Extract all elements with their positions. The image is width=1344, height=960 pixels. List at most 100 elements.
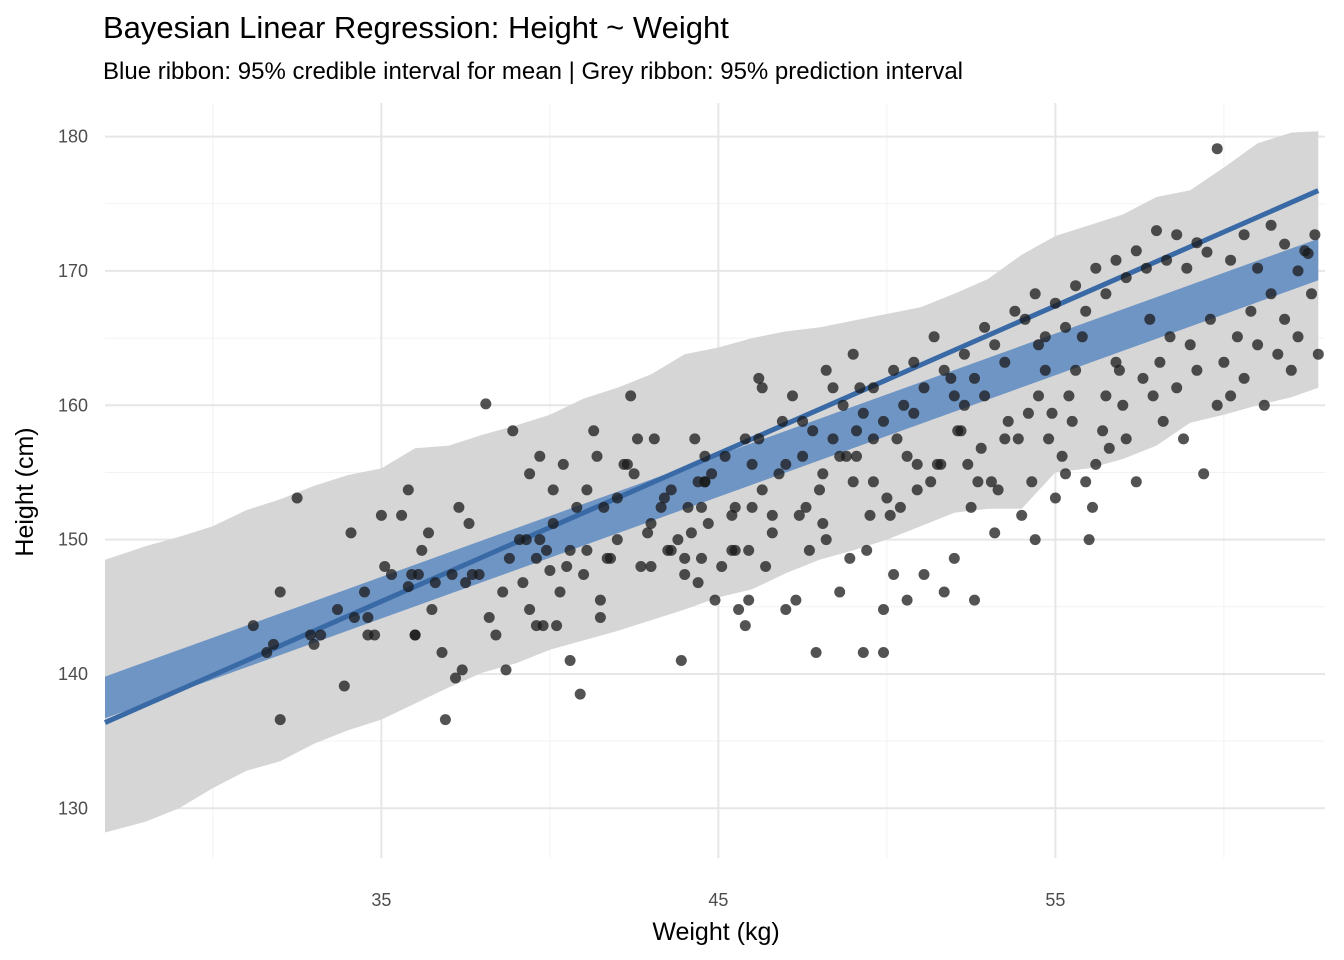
- data-point: [379, 561, 391, 572]
- data-point: [729, 544, 741, 556]
- x-axis-ticks: 35 45 55: [371, 890, 1065, 910]
- data-point: [1120, 272, 1132, 284]
- data-point: [672, 534, 684, 546]
- data-point: [1181, 262, 1193, 274]
- data-point: [1090, 262, 1102, 274]
- data-point: [938, 364, 950, 376]
- data-point: [658, 492, 670, 504]
- data-point: [766, 509, 778, 521]
- data-point: [594, 594, 606, 606]
- data-point: [581, 544, 593, 556]
- data-point: [409, 629, 421, 641]
- data-point: [1110, 254, 1122, 266]
- data-point: [1080, 476, 1092, 488]
- data-point: [972, 476, 984, 488]
- data-point: [958, 399, 970, 411]
- x-axis-title: Weight (kg): [652, 918, 779, 946]
- data-point: [423, 527, 434, 539]
- data-point: [696, 501, 707, 513]
- data-point: [1113, 364, 1125, 376]
- data-point: [648, 433, 660, 445]
- data-point: [884, 509, 896, 521]
- data-points: [247, 143, 1324, 726]
- data-point: [1272, 348, 1284, 360]
- data-point: [918, 382, 930, 394]
- data-point: [581, 484, 593, 496]
- data-point: [621, 458, 633, 470]
- data-point: [729, 501, 741, 513]
- data-point: [247, 620, 259, 632]
- y-tick-label: 150: [58, 530, 88, 550]
- data-point: [881, 492, 893, 504]
- data-point: [635, 561, 647, 572]
- data-point: [1184, 339, 1196, 351]
- data-point: [507, 425, 519, 437]
- data-point: [1076, 331, 1088, 343]
- data-point: [426, 604, 438, 615]
- data-point: [1026, 476, 1038, 488]
- data-point: [878, 604, 889, 615]
- data-point: [851, 425, 862, 437]
- data-point: [632, 433, 643, 445]
- data-point: [948, 390, 960, 402]
- data-point: [362, 612, 374, 623]
- data-point: [1033, 390, 1044, 402]
- data-point: [611, 534, 623, 546]
- data-point: [1279, 313, 1291, 325]
- data-point: [911, 484, 923, 496]
- data-point: [490, 629, 502, 641]
- data-point: [847, 348, 859, 360]
- data-point: [840, 450, 852, 462]
- data-point: [1245, 305, 1257, 317]
- data-point: [598, 501, 610, 513]
- data-point: [878, 415, 889, 427]
- data-point: [1306, 288, 1317, 300]
- y-axis-ticks: 130 140 150 160 170 180: [58, 127, 88, 819]
- data-point: [416, 544, 428, 556]
- data-point: [1087, 501, 1098, 513]
- data-point: [1066, 415, 1078, 427]
- data-point: [1157, 415, 1169, 427]
- data-point: [820, 364, 832, 376]
- data-point: [534, 534, 546, 546]
- data-point: [706, 468, 718, 480]
- data-point: [611, 492, 623, 504]
- data-point: [773, 468, 785, 480]
- data-point: [645, 518, 657, 529]
- data-point: [985, 476, 997, 488]
- chart-title: Bayesian Linear Regression: Height ~ Wei…: [103, 10, 729, 45]
- data-point: [530, 552, 542, 564]
- data-point: [315, 629, 327, 641]
- data-point: [1039, 364, 1051, 376]
- data-point: [780, 458, 792, 470]
- y-tick-label: 140: [58, 664, 88, 684]
- data-point: [1171, 382, 1183, 394]
- data-point: [787, 390, 798, 402]
- data-point: [739, 620, 751, 632]
- data-point: [274, 586, 286, 598]
- data-point: [878, 647, 889, 658]
- data-point: [1029, 288, 1041, 300]
- data-point: [867, 433, 879, 445]
- data-point: [807, 425, 819, 437]
- data-point: [291, 492, 303, 504]
- data-point: [1100, 288, 1112, 300]
- data-point: [857, 647, 869, 658]
- data-point: [1302, 248, 1314, 259]
- data-point: [989, 339, 1001, 351]
- data-point: [679, 552, 691, 564]
- data-point: [682, 501, 694, 513]
- data-point: [780, 604, 792, 615]
- data-point: [999, 356, 1011, 368]
- chart-subtitle: Blue ribbon: 95% credible interval for m…: [103, 58, 964, 85]
- data-point: [1049, 297, 1061, 309]
- data-point: [992, 484, 1004, 496]
- data-point: [979, 321, 991, 333]
- data-point: [797, 415, 809, 427]
- data-point: [1012, 433, 1024, 445]
- data-point: [851, 450, 862, 462]
- data-point: [709, 594, 721, 606]
- data-point: [753, 433, 765, 445]
- data-point: [898, 399, 910, 411]
- data-point: [1060, 468, 1071, 480]
